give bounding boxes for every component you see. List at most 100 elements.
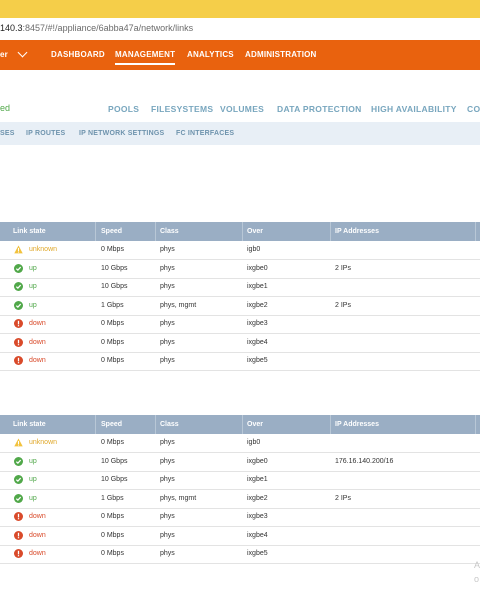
- column-divider[interactable]: [95, 415, 96, 434]
- warning-triangle-icon: [14, 245, 23, 254]
- column-header-speed[interactable]: Speed: [101, 228, 123, 235]
- column-header-over[interactable]: Over: [247, 421, 263, 428]
- column-divider[interactable]: [475, 222, 476, 241]
- user-menu-label[interactable]: er: [0, 50, 8, 59]
- links-table: Link state Speed Class Over IP Addresses unkn…: [0, 415, 480, 564]
- table-row[interactable]: up 10 Gbps phys ixgbe1: [0, 278, 480, 297]
- table-row[interactable]: up 1 Gbps phys, mgmt ixgbe2 2 IPs: [0, 297, 480, 316]
- cell-ip: 176.16.140.200/16: [335, 457, 394, 465]
- column-header-link-state[interactable]: Link state: [13, 421, 46, 428]
- corner-fragment: o: [474, 574, 480, 584]
- link-state-label: down: [29, 338, 46, 346]
- table-row[interactable]: down 0 Mbps phys ixgbe4: [0, 334, 480, 353]
- cell-class: phys: [160, 283, 175, 290]
- table-row[interactable]: down 0 Mbps phys ixgbe3: [0, 315, 480, 334]
- tab-pools[interactable]: POOLS: [108, 104, 140, 114]
- error-circle-icon: [14, 337, 23, 347]
- column-divider[interactable]: [155, 222, 156, 241]
- cell-speed: 10 Gbps: [101, 476, 128, 483]
- tab-volumes[interactable]: VOLUMES: [220, 104, 265, 114]
- url-text[interactable]: 140.3:8457/#!/appliance/6abba47a/network…: [0, 23, 193, 33]
- column-header-ip-addresses[interactable]: IP Addresses: [335, 228, 379, 235]
- link-state: up: [14, 475, 37, 484]
- table-row[interactable]: up 10 Gbps phys ixgbe1: [0, 471, 480, 490]
- column-divider[interactable]: [330, 222, 331, 241]
- tab-data-protection[interactable]: DATA PROTECTION: [277, 104, 362, 114]
- cell-class: phys: [160, 338, 175, 346]
- warning-triangle-icon: [14, 438, 23, 447]
- cell-over: ixgbe5: [247, 357, 268, 364]
- corner-fragment: A: [474, 560, 480, 570]
- nav-administration[interactable]: ADMINISTRATION: [245, 50, 317, 59]
- error-circle-icon: [14, 549, 23, 558]
- table-row[interactable]: down 0 Mbps phys ixgbe3: [0, 508, 480, 527]
- subtab-ip-network-settings[interactable]: IP NETWORK SETTINGS: [79, 130, 165, 137]
- link-state-label: down: [29, 513, 46, 520]
- cell-class: phys: [160, 550, 175, 557]
- link-state-label: up: [29, 457, 37, 465]
- table-row[interactable]: unknown 0 Mbps phys igb0: [0, 434, 480, 453]
- subtab-ip-routes[interactable]: IP ROUTES: [26, 130, 66, 137]
- cell-over: igb0: [247, 439, 261, 446]
- table-row[interactable]: unknown 0 Mbps phys igb0: [0, 241, 480, 260]
- cell-class: phys: [160, 513, 175, 520]
- nav-management[interactable]: MANAGEMENT: [115, 50, 176, 65]
- check-circle-icon: [14, 263, 23, 273]
- column-divider[interactable]: [330, 415, 331, 434]
- url-host: 140.3: [0, 23, 23, 33]
- cell-over: ixgbe3: [247, 513, 268, 520]
- link-state: up: [14, 263, 37, 273]
- cell-speed: 1 Gbps: [101, 301, 124, 309]
- links-table: Link state Speed Class Over IP Addresses unkn…: [0, 222, 480, 371]
- column-header-speed[interactable]: Speed: [101, 421, 123, 428]
- cell-class: phys, mgmt: [160, 494, 197, 502]
- column-header-over[interactable]: Over: [247, 228, 263, 235]
- tab-high-availability[interactable]: HIGH AVAILABILITY: [371, 104, 457, 114]
- check-circle-icon: [14, 475, 23, 484]
- table-row[interactable]: down 0 Mbps phys ixgbe4: [0, 527, 480, 546]
- table-row[interactable]: up 1 Gbps phys, mgmt ixgbe2 2 IPs: [0, 490, 480, 509]
- cell-over: ixgbe1: [247, 283, 268, 290]
- address-bar[interactable]: 140.3:8457/#!/appliance/6abba47a/network…: [0, 18, 480, 41]
- cell-over: igb0: [247, 246, 261, 253]
- cell-class: phys: [160, 439, 175, 446]
- chevron-down-icon[interactable]: [17, 47, 28, 58]
- cell-speed: 10 Gbps: [101, 457, 128, 465]
- cell-speed: 0 Mbps: [101, 320, 124, 327]
- tab-filesystems[interactable]: FILESYSTEMS: [151, 104, 214, 114]
- nav-analytics[interactable]: ANALYTICS: [187, 50, 234, 59]
- cell-ip: 2 IPs: [335, 264, 351, 272]
- link-state-label: up: [29, 264, 37, 272]
- cell-over: ixgbe1: [247, 476, 268, 483]
- cell-speed: 0 Mbps: [101, 513, 124, 520]
- link-state: up: [14, 493, 37, 503]
- check-circle-icon: [14, 282, 23, 291]
- column-divider[interactable]: [475, 415, 476, 434]
- column-header-class[interactable]: Class: [160, 228, 179, 235]
- link-state-label: down: [29, 531, 46, 539]
- table-row[interactable]: down 0 Mbps phys ixgbe5: [0, 352, 480, 371]
- cell-class: phys: [160, 357, 175, 364]
- nav-dashboard[interactable]: DASHBOARD: [51, 50, 105, 59]
- table-row[interactable]: up 10 Gbps phys ixgbe0 2 IPs: [0, 260, 480, 279]
- column-divider[interactable]: [242, 415, 243, 434]
- link-state-label: up: [29, 476, 37, 483]
- cell-ip: 2 IPs: [335, 301, 351, 309]
- cell-speed: 0 Mbps: [101, 246, 124, 253]
- table-row[interactable]: up 10 Gbps phys ixgbe0 176.16.140.200/16: [0, 453, 480, 472]
- tab-more[interactable]: CO: [467, 104, 480, 114]
- column-divider[interactable]: [242, 222, 243, 241]
- cell-speed: 0 Mbps: [101, 550, 124, 557]
- column-divider[interactable]: [95, 222, 96, 241]
- subtab-fc-interfaces[interactable]: FC INTERFACES: [176, 130, 235, 137]
- column-header-ip-addresses[interactable]: IP Addresses: [335, 421, 379, 428]
- check-circle-icon: [14, 300, 23, 310]
- column-header-link-state[interactable]: Link state: [13, 228, 46, 235]
- column-header-class[interactable]: Class: [160, 421, 179, 428]
- table-row[interactable]: down 0 Mbps phys ixgbe5: [0, 545, 480, 564]
- subtab-interfaces[interactable]: SES: [0, 130, 15, 137]
- error-circle-icon: [14, 530, 23, 540]
- cell-over: ixgbe2: [247, 301, 268, 309]
- cell-class: phys, mgmt: [160, 301, 197, 309]
- column-divider[interactable]: [155, 415, 156, 434]
